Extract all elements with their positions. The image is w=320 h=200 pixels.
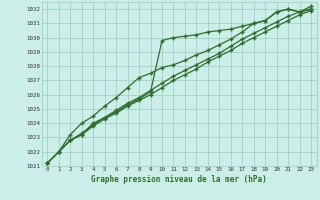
X-axis label: Graphe pression niveau de la mer (hPa): Graphe pression niveau de la mer (hPa) bbox=[91, 175, 267, 184]
